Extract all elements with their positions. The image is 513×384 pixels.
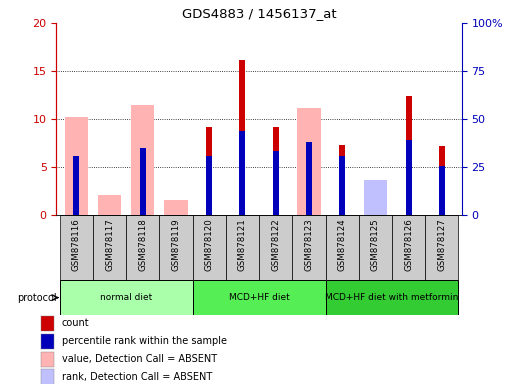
Bar (425, 215, 459, 280)
Bar (41, 351, 54, 367)
Bar (439, 146, 445, 215)
Text: GSM878122: GSM878122 (271, 218, 280, 271)
Text: GSM878124: GSM878124 (338, 218, 347, 271)
Bar (140, 148, 146, 215)
Bar (273, 151, 279, 215)
Text: GSM878121: GSM878121 (238, 218, 247, 271)
Bar (206, 157, 212, 215)
Bar (297, 109, 321, 215)
Bar (364, 190, 387, 215)
Bar (126, 215, 160, 280)
Bar (364, 180, 387, 215)
Bar (160, 215, 192, 280)
Text: GSM878123: GSM878123 (304, 218, 313, 271)
Bar (392, 215, 425, 280)
Bar (359, 215, 392, 280)
Text: GSM878120: GSM878120 (205, 218, 214, 271)
Bar (60, 280, 192, 315)
Bar (339, 145, 345, 215)
Bar (93, 215, 126, 280)
Text: MCD+HF diet with metformin: MCD+HF diet with metformin (325, 293, 459, 302)
Bar (339, 157, 345, 215)
Bar (98, 195, 121, 215)
Bar (206, 127, 212, 215)
Title: GDS4883 / 1456137_at: GDS4883 / 1456137_at (182, 7, 337, 20)
Text: count: count (62, 318, 89, 328)
Bar (439, 166, 445, 215)
Text: GSM878125: GSM878125 (371, 218, 380, 271)
Text: GSM878116: GSM878116 (72, 218, 81, 271)
Text: normal diet: normal diet (100, 293, 152, 302)
Bar (406, 96, 411, 215)
Bar (273, 127, 279, 215)
Text: GSM878117: GSM878117 (105, 218, 114, 271)
Text: rank, Detection Call = ABSENT: rank, Detection Call = ABSENT (62, 372, 212, 382)
Bar (41, 334, 54, 349)
Text: GSM878127: GSM878127 (437, 218, 446, 271)
Bar (73, 156, 80, 215)
Bar (259, 215, 292, 280)
Text: GSM878126: GSM878126 (404, 218, 413, 271)
Text: percentile rank within the sample: percentile rank within the sample (62, 336, 227, 346)
Bar (164, 200, 188, 215)
Bar (131, 104, 154, 215)
Bar (41, 369, 54, 384)
Bar (240, 131, 245, 215)
Bar (292, 215, 326, 280)
Bar (406, 140, 411, 215)
Bar (60, 215, 93, 280)
Bar (240, 60, 245, 215)
Bar (326, 280, 459, 315)
Bar (65, 117, 88, 215)
Bar (41, 316, 54, 331)
Bar (326, 215, 359, 280)
Text: GSM878119: GSM878119 (171, 218, 181, 271)
Bar (192, 215, 226, 280)
Bar (226, 215, 259, 280)
Text: value, Detection Call = ABSENT: value, Detection Call = ABSENT (62, 354, 216, 364)
Text: protocol: protocol (17, 293, 57, 303)
Text: GSM878118: GSM878118 (139, 218, 147, 271)
Bar (306, 142, 312, 215)
Text: MCD+HF diet: MCD+HF diet (229, 293, 289, 302)
Bar (192, 280, 326, 315)
